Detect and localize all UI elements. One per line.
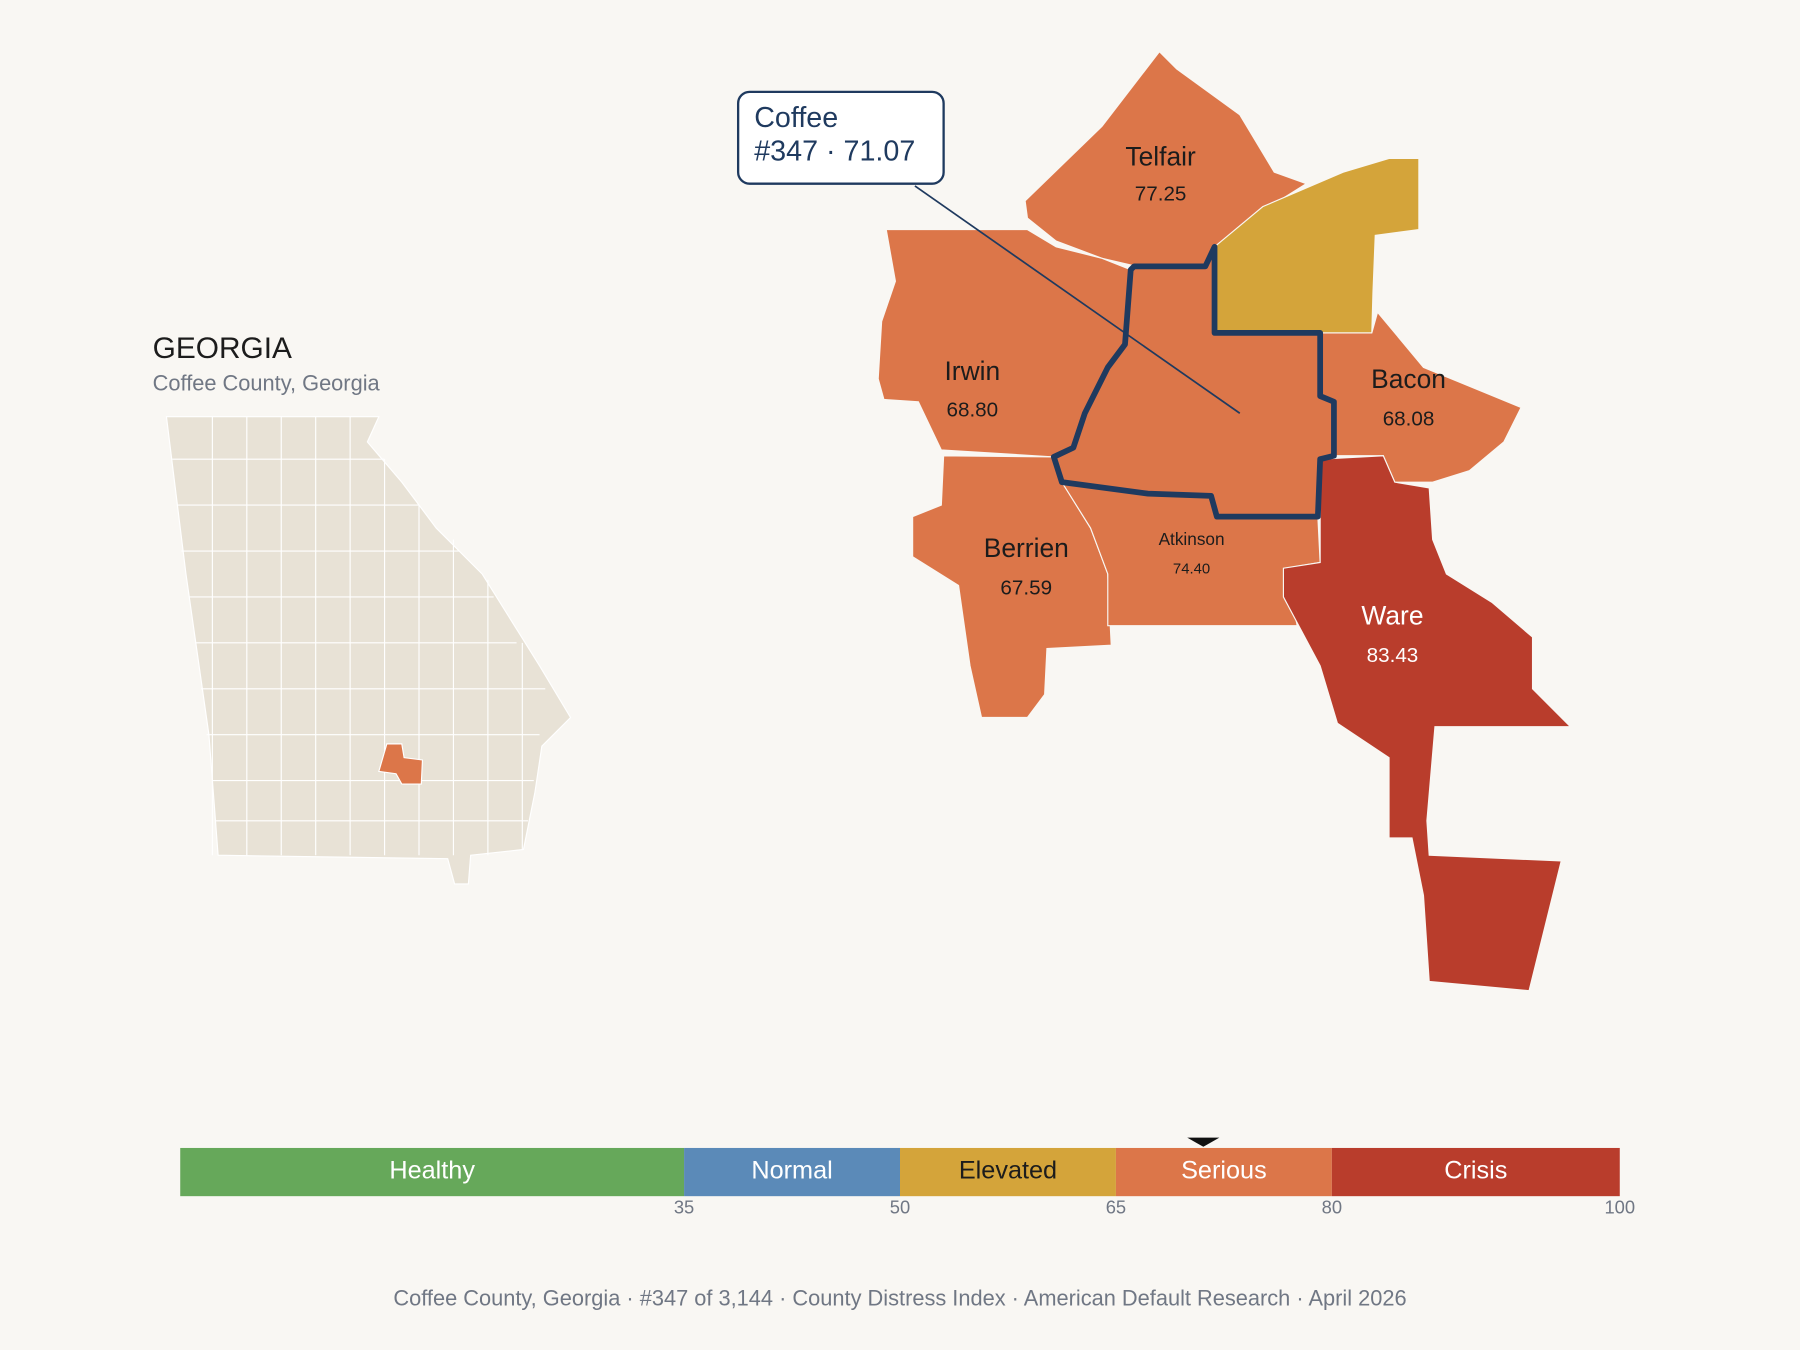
- county-name: Atkinson: [1159, 529, 1225, 549]
- state-subtitle: Coffee County, Georgia: [153, 370, 381, 395]
- county-value: 68.08: [1383, 408, 1435, 431]
- county-value: 68.80: [946, 398, 998, 421]
- county-name: Ware: [1361, 601, 1423, 631]
- county-name: Telfair: [1125, 141, 1196, 171]
- scale-tick-label: 65: [1106, 1197, 1126, 1218]
- county-name: Bacon: [1371, 364, 1446, 394]
- county-lines: [172, 416, 546, 856]
- scale-tick-label: 50: [890, 1197, 910, 1218]
- scale-band: [900, 1147, 1116, 1197]
- callout-box: [736, 90, 945, 185]
- callout-line: Coffee: [754, 102, 838, 134]
- callout-leader: [914, 185, 1241, 414]
- scale-band: [180, 1147, 685, 1197]
- scale-band: [684, 1147, 900, 1197]
- footer: Coffee County, Georgia · #347 of 3,144 ·…: [393, 1285, 1406, 1310]
- county-value: 77.25: [1135, 183, 1187, 206]
- county-value: 74.40: [1173, 560, 1210, 577]
- county-name: Berrien: [984, 533, 1069, 563]
- scale-band: [1115, 1147, 1332, 1197]
- county-name: Irwin: [944, 356, 1000, 386]
- distress-scale: Healthy Normal Elevated Serious Crisis 35 50 65…: [180, 1137, 1635, 1218]
- state-title: GEORGIA: [153, 332, 292, 365]
- highlight-county: [378, 743, 424, 785]
- scale-tick-label: 100: [1604, 1197, 1635, 1218]
- scale-band-label: Normal: [751, 1157, 832, 1185]
- county-value: 83.43: [1367, 644, 1419, 667]
- callout-line: #347 · 71.07: [754, 135, 915, 167]
- county-value: 67.59: [1000, 576, 1052, 599]
- scale-marker: [1187, 1137, 1220, 1147]
- scale-tick-label: 80: [1322, 1197, 1342, 1218]
- state-outline: [165, 416, 572, 885]
- scale-band-label: Elevated: [959, 1157, 1057, 1185]
- scale-band-label: Serious: [1181, 1157, 1267, 1185]
- scale-tick-label: 35: [674, 1197, 694, 1218]
- scale-band: [1331, 1147, 1620, 1197]
- scale-band-label: Crisis: [1444, 1157, 1507, 1185]
- county-shape: [1282, 455, 1572, 992]
- scale-band-label: Healthy: [389, 1157, 475, 1185]
